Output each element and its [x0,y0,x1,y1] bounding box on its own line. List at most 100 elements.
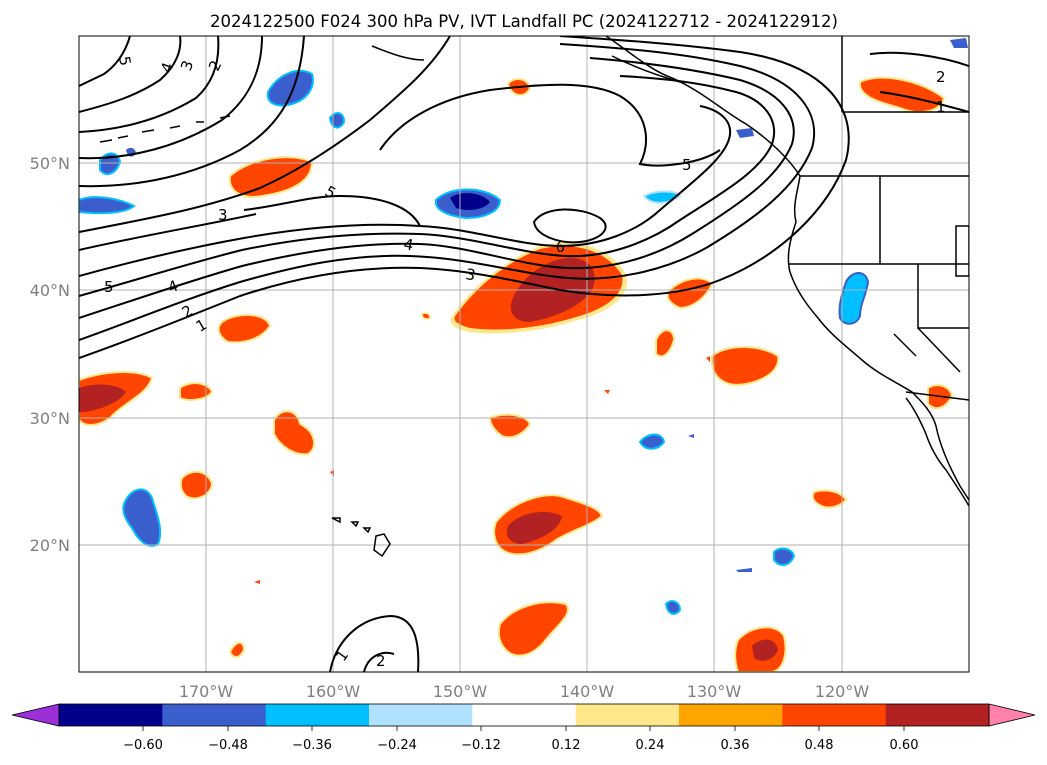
contour-far-ne [869,51,969,113]
colorbar-ticks [142,726,905,731]
colorbar-cell [679,704,783,726]
contour-mid-5 [243,194,421,227]
colorbar-cell [472,704,577,726]
anomaly-blob-neg-gulf-small [328,112,346,129]
latitude-labels: 50°N 40°N 30°N 20°N [30,154,70,555]
anomaly-blob-13n-126w-core [752,639,778,661]
contour-label: 1 [936,98,946,116]
anomaly-blob-neg-17n-127w [736,568,752,572]
anomaly-blob-31n-139w-small [604,390,610,394]
anomaly-blob-neg-19n-124w [773,547,796,566]
contour-ne-big [379,83,721,167]
anomaly-blob-neg-gulf [266,69,314,107]
contour-label: 6 [554,237,567,256]
colorbar-cell [265,704,370,726]
lon-label: 140°W [560,682,615,701]
map-panel: 5 4 3 2 5 4 2 1 3 5 4 3 6 5 2 1 1 2 [78,35,970,673]
longitude-labels: 170°W 160°W 150°W 140°W 130°W 120°W [179,682,870,701]
anomaly-blob-22n-143w-core [506,511,562,544]
contour-mid-3b [79,213,257,251]
mexico-border [905,391,969,401]
anomaly-blob-34n-128w [710,346,780,386]
colorbar-tick-label: 0.60 [890,738,919,753]
positive-anomaly-shading [79,76,954,672]
colorbar-tick-label: 0.12 [552,738,581,753]
colorbar-cell [885,704,990,726]
colorbar-extend-high [988,703,1036,727]
anomaly-blob-28n-162w [273,410,316,456]
contour-nw-1 [79,36,182,113]
anomaly-blob-25n-170w [179,470,214,500]
anomaly-blob-neg-51n-177w [99,152,122,176]
contour-label: 5 [115,55,134,68]
colorbar: −0.60 −0.48 −0.36 −0.24 −0.12 0.12 0.24 … [11,703,1036,753]
colorbar-tick-label: 0.48 [805,738,834,753]
colorbar-cells [59,704,990,726]
anomaly-blob-west-33n-core [79,384,126,412]
anomaly-blob-neg-calif [838,272,870,325]
colorbar-tick-label: 0.24 [636,738,665,753]
anomaly-blob-hawaii-north [217,314,272,344]
contour-jet-6 [532,208,607,244]
map-background [79,36,969,672]
anomaly-blob-23n-123w [811,489,848,509]
lon-label: 120°W [815,682,870,701]
anomaly-blob-29n-147w [488,413,532,439]
lat-label: 50°N [30,154,70,173]
contour-jet-3 [79,57,795,319]
colorbar-extend-low [11,703,60,727]
coastlines [99,36,969,558]
colorbar-cell [575,704,680,726]
contour-nw-2 [79,36,220,133]
gridlines [79,36,969,672]
anomaly-blob-36n-134w [655,329,676,358]
anomaly-blob-neg-29n-135w [638,433,666,450]
colorbar-tick-label: −0.48 [208,738,248,753]
lat-label: 20°N [30,536,70,555]
anomaly-blob-gulf-nw [228,156,314,198]
anomaly-blob-neg-ne-corner [950,38,968,48]
anomaly-blob-35n-131w-small [706,356,710,362]
contour-label: 2 [936,68,946,86]
us-state-borders [788,176,969,373]
lon-label: 150°W [433,682,488,701]
contour-label: 3 [218,206,228,224]
anomaly-blob-14n-143w [497,601,569,657]
contour-label: 4 [402,235,415,254]
anomaly-blob-neg-15n-134w [664,600,682,615]
colorbar-tick-label: −0.24 [377,738,417,753]
canada-border-ne [841,36,969,113]
hawaiian-islands [331,517,391,558]
contour-jet-outer [79,36,850,359]
map-frame [78,35,970,673]
anomaly-blob-neg-29n-132w [688,434,694,438]
anomaly-blob-11n-168w [228,641,246,658]
lon-label: 160°W [306,682,361,701]
anomaly-blob-neg-48n-180 [79,196,136,215]
colorbar-tick-label: −0.12 [461,738,501,753]
colorbar-tick-labels: −0.60 −0.48 −0.36 −0.24 −0.12 0.12 0.24 … [123,738,918,753]
pv-contours [79,36,969,672]
contour-sw-1 [329,614,420,672]
contour-nw-4 [79,36,305,188]
colorbar-cell [59,704,163,726]
colorbar-cell [782,704,887,726]
lat-label: 30°N [30,409,70,428]
contour-jet-4 [79,75,775,297]
lon-label: 170°W [179,682,234,701]
contour-mid-3 [79,36,451,233]
lon-label: 130°W [687,682,742,701]
anomaly-blob-32n-170w [179,382,214,401]
contour-label: 2 [376,652,386,670]
north-america-west-coast [605,36,969,501]
contour-jet-5 [79,105,731,277]
contour-label: 5 [104,278,114,296]
aleutian-chain [99,115,231,143]
contour-jet-2 [79,43,816,341]
contour-label: 5 [682,156,692,174]
contour-nw-5 [79,36,131,87]
baja-california [905,397,969,507]
colorbar-cell [369,704,473,726]
colorbar-frame [58,703,990,727]
